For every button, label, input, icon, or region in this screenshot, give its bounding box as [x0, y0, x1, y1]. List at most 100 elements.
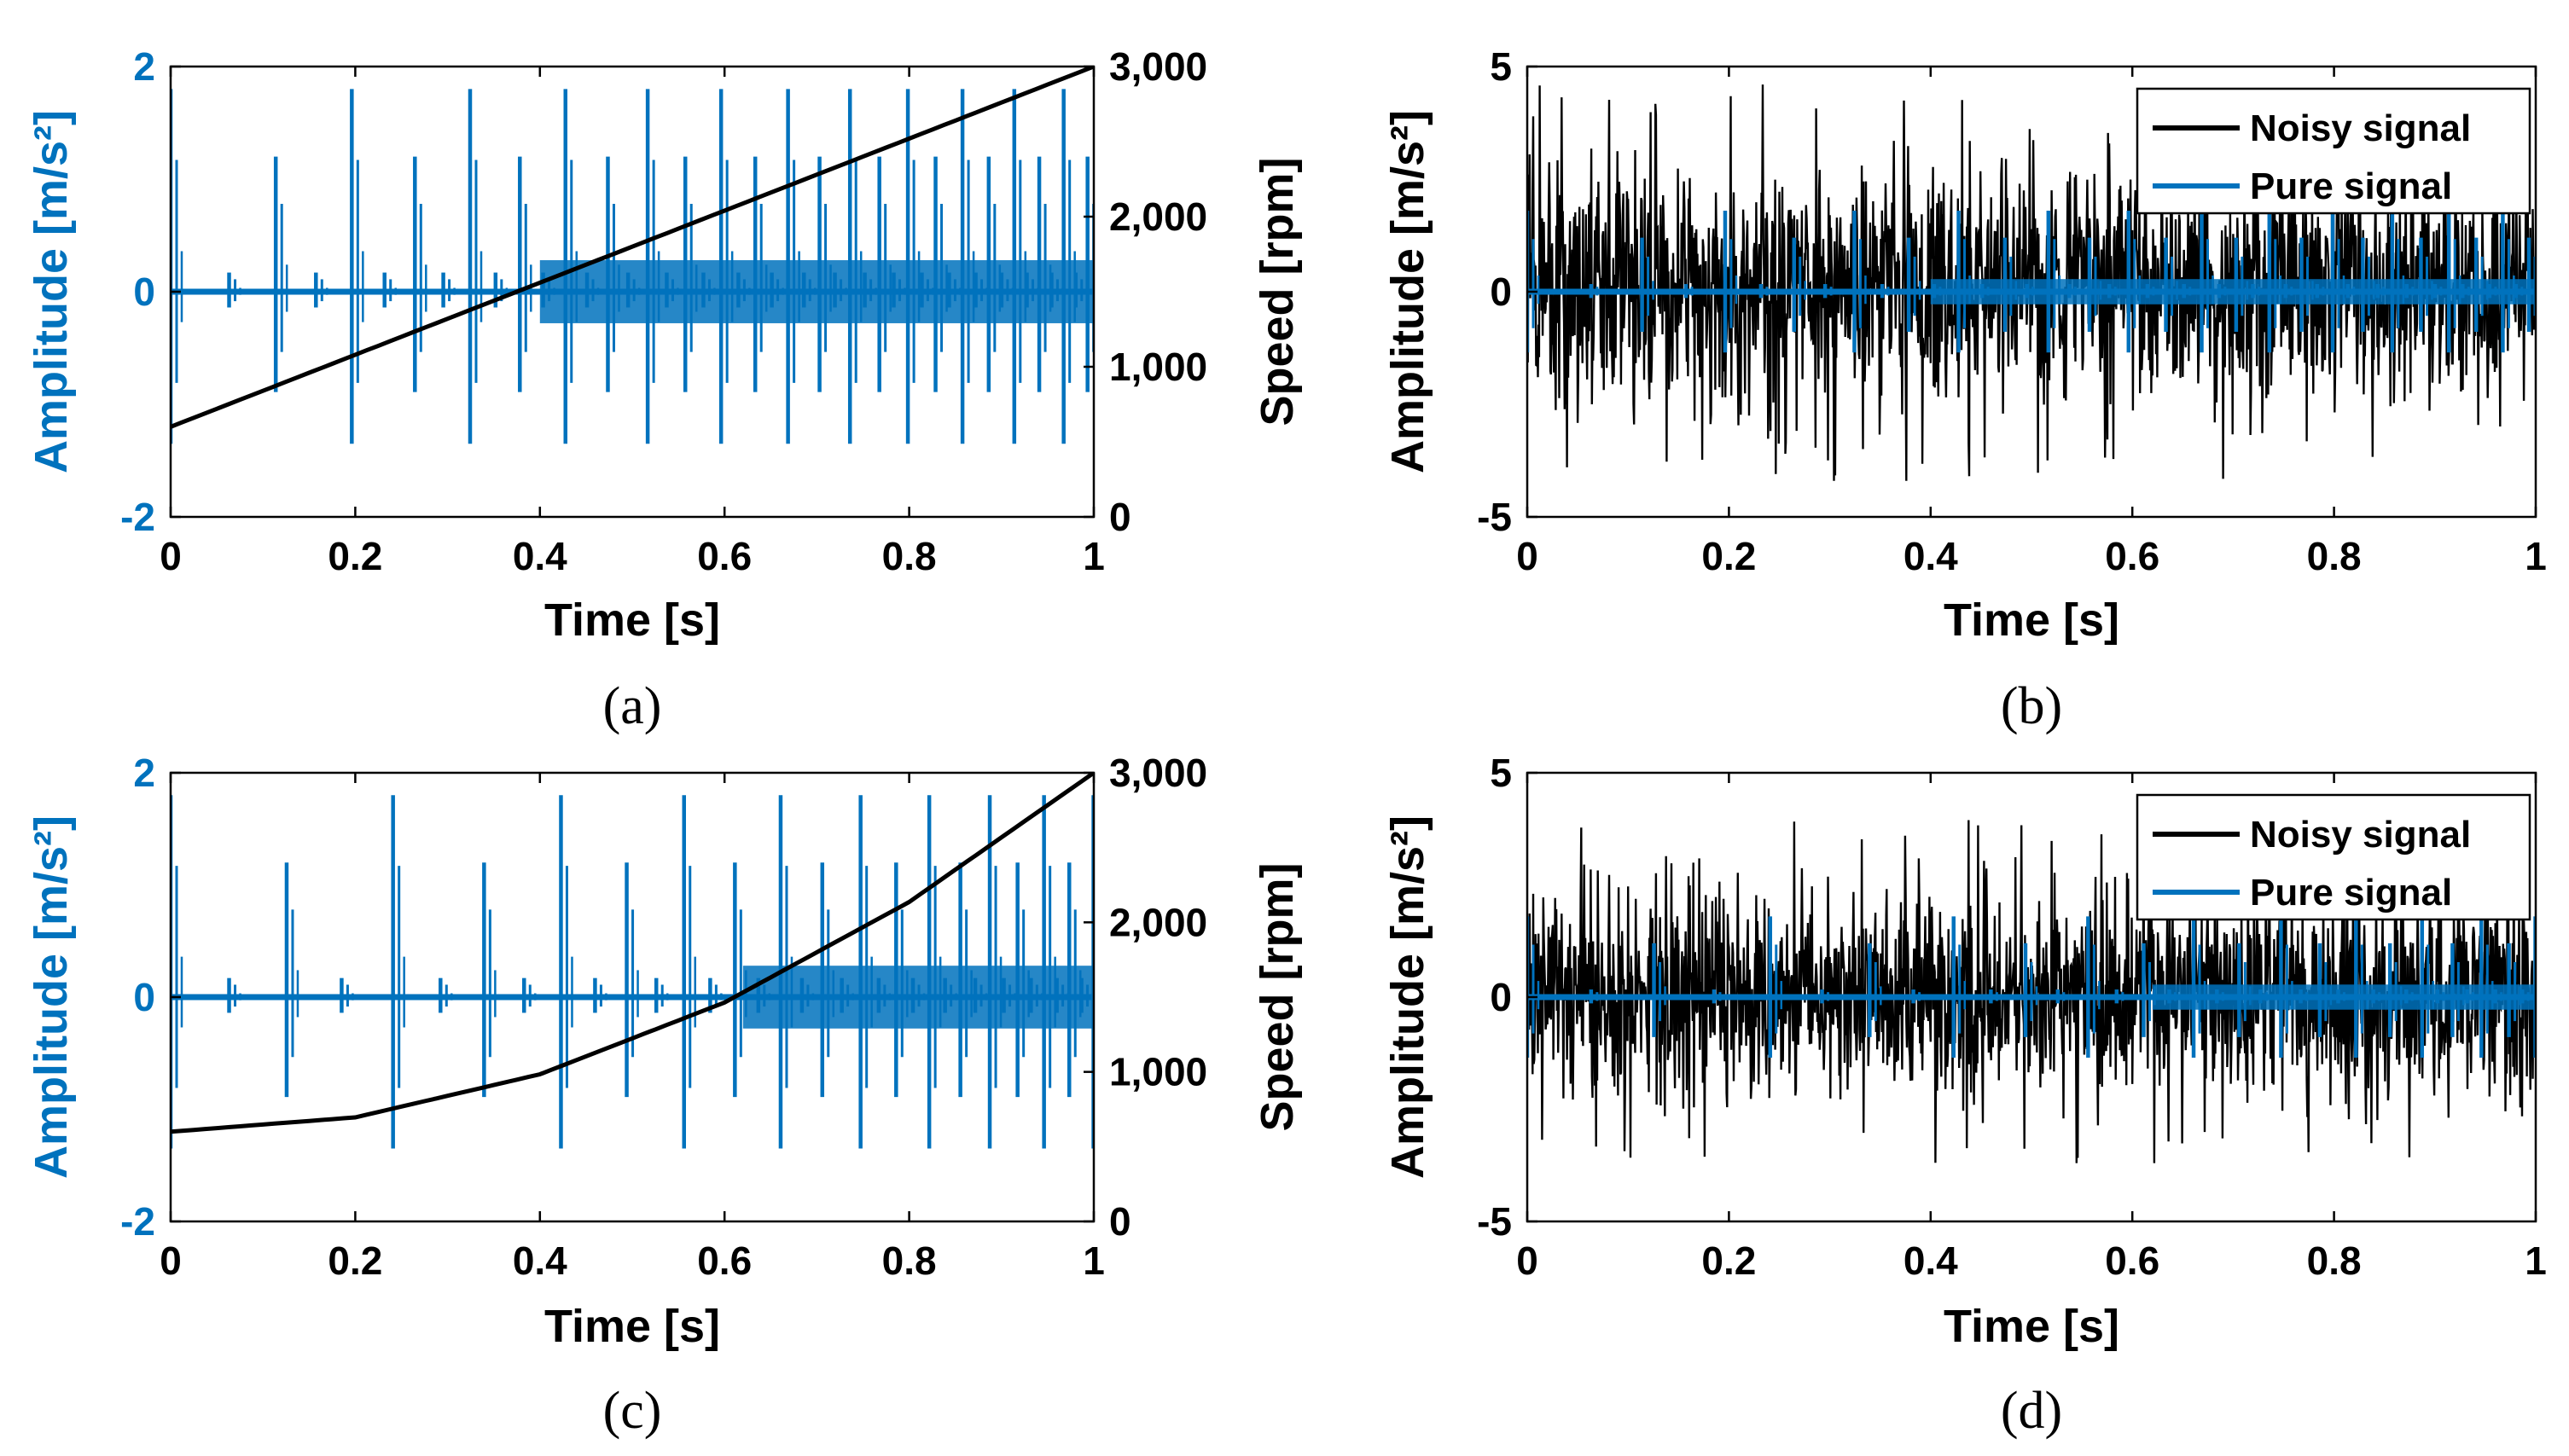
- x-tick-label: 0.6: [2105, 1238, 2159, 1283]
- legend-label-noisy: Noisy signal: [2250, 814, 2471, 856]
- pure-signal-impulse: [1758, 284, 1774, 299]
- pure-signal-impulse: [227, 272, 241, 308]
- y-tick-label-left: 5: [1490, 751, 1512, 795]
- pure-signal-band: [1930, 279, 2536, 305]
- pure-signal-impulse: [625, 862, 639, 1098]
- x-tick-label: 0.2: [1701, 1238, 1756, 1283]
- legend-box: [2136, 87, 2531, 215]
- y-tick-label-right: 3,000: [1109, 751, 1207, 795]
- plot-area: [171, 773, 1094, 1149]
- x-tick-label: 0.6: [697, 1238, 752, 1283]
- pure-signal-impulse: [439, 977, 453, 1013]
- pure-signal-impulse: [522, 977, 537, 1013]
- x-axis-label: Time [s]: [1944, 595, 2119, 646]
- y-tick-label-left: 2: [133, 751, 155, 795]
- speed-curve: [171, 773, 1094, 1134]
- x-tick-label: 0: [160, 534, 182, 578]
- x-tick-label: 0: [1516, 534, 1538, 578]
- y-axis-label-left: Amplitude [m/s²]: [26, 815, 77, 1179]
- plot-area: [1527, 820, 2536, 1163]
- x-tick-label: 0.8: [882, 534, 937, 578]
- x-tick-label: 0.8: [2307, 534, 2362, 578]
- pure-signal-impulse: [1880, 284, 1895, 299]
- noisy-signal-line: [1527, 820, 2536, 1163]
- pure-signal-impulse: [1683, 284, 1699, 299]
- pure-signal-impulse: [1768, 916, 1783, 1059]
- pure-signal-impulse: [468, 89, 483, 444]
- x-tick-label: 0.6: [697, 534, 752, 578]
- pure-signal-impulse: [1527, 916, 1540, 1059]
- pure-signal-impulse: [1652, 943, 1666, 1037]
- pure-signal-impulse: [2086, 916, 2101, 1059]
- pure-signal-impulse: [284, 862, 299, 1098]
- pure-signal-band: [2152, 984, 2536, 1010]
- pure-signal-impulse: [1822, 284, 1838, 299]
- y-tick-label-right: 2,000: [1109, 194, 1207, 239]
- pure-signal-band: [742, 966, 1094, 1029]
- pure-signal-impulse: [1712, 989, 1727, 1004]
- y-tick-label-left: 0: [133, 270, 155, 314]
- x-tick-label: 0.4: [513, 1238, 567, 1283]
- x-tick-label: 0.6: [2105, 534, 2159, 578]
- pure-signal-impulse: [171, 795, 183, 1149]
- y-axis-label-right: Speed [rpm]: [1252, 862, 1303, 1131]
- y-tick-label-right: 3,000: [1109, 44, 1207, 89]
- pure-signal-impulse: [1911, 989, 1926, 1004]
- pure-signal-impulse: [593, 977, 607, 1013]
- legend-label-pure: Pure signal: [2250, 872, 2452, 914]
- pure-signal-impulse: [340, 977, 354, 1013]
- y-tick-label-right: 0: [1109, 495, 1131, 539]
- pure-signal-impulse: [350, 89, 364, 444]
- pure-signal-impulse: [227, 977, 241, 1013]
- pure-signal-impulse: [1951, 916, 1966, 1059]
- plot-area: [171, 67, 1094, 444]
- y-tick-label-left: -2: [120, 1199, 155, 1244]
- pure-signal-impulse: [391, 795, 405, 1149]
- legend: Noisy signal Pure signal: [2136, 793, 2531, 921]
- y-tick-label-left: 0: [1490, 975, 1512, 1019]
- legend-label-pure: Pure signal: [2250, 165, 2452, 207]
- x-tick-label: 0.4: [513, 534, 567, 578]
- pure-signal-impulse: [314, 272, 328, 308]
- x-tick-label: 0: [160, 1238, 182, 1283]
- pure-signal-impulse: [1640, 237, 1654, 333]
- x-tick-label: 0.2: [328, 534, 382, 578]
- speed-curve: [171, 67, 1094, 429]
- x-tick-label: 0.2: [328, 1238, 382, 1283]
- panel-caption: (b): [2001, 677, 2062, 735]
- y-tick-label-left: -2: [120, 495, 155, 539]
- pure-signal-impulse: [441, 272, 456, 308]
- pure-signal-impulse: [1906, 237, 1921, 333]
- pure-signal-impulse: [1589, 284, 1604, 299]
- y-tick-label-left: -5: [1477, 495, 1512, 539]
- x-tick-label: 0.4: [1904, 534, 1958, 578]
- pure-signal-impulse: [1868, 943, 1882, 1037]
- x-axis-label: Time [s]: [544, 595, 720, 646]
- pure-signal-impulse: [1792, 237, 1807, 333]
- y-axis-label-left: Amplitude [m/s²]: [26, 110, 77, 473]
- y-tick-label-right: 0: [1109, 1199, 1131, 1244]
- panel-caption: (a): [603, 677, 662, 735]
- pure-signal-impulse: [482, 862, 497, 1098]
- pure-signal-impulse: [1820, 989, 1834, 1004]
- x-tick-label: 1: [1083, 1238, 1105, 1283]
- pure-signal-impulse: [171, 89, 183, 444]
- pure-signal-impulse: [2023, 943, 2038, 1037]
- pure-signal-impulse: [654, 977, 669, 1013]
- x-axis-label: Time [s]: [1944, 1301, 2119, 1352]
- y-tick-label-right: 1,000: [1109, 345, 1207, 389]
- y-tick-label-left: 5: [1490, 44, 1512, 89]
- legend-box: [2136, 793, 2531, 921]
- y-tick-label-right: 2,000: [1109, 900, 1207, 944]
- y-tick-label-left: 0: [133, 975, 155, 1019]
- x-tick-label: 1: [2525, 534, 2547, 578]
- pure-signal-impulse: [2114, 989, 2130, 1004]
- x-tick-label: 0.2: [1701, 534, 1756, 578]
- legend: Noisy signal Pure signal: [2136, 87, 2531, 215]
- x-tick-label: 0.4: [1904, 1238, 1958, 1283]
